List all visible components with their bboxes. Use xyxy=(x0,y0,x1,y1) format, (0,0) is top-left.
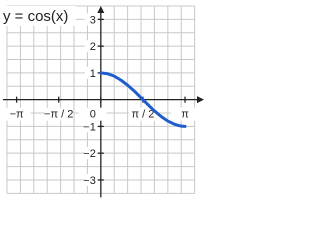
tick-label-background xyxy=(84,13,97,26)
x-tick-label: π / 2 xyxy=(131,109,154,121)
title-background xyxy=(0,6,76,26)
tick-label-background xyxy=(84,40,97,53)
chart-title: y = cos(x) xyxy=(3,8,68,25)
tick-label-background xyxy=(44,107,73,121)
tick-label-background xyxy=(84,173,97,186)
y-tick-label: −2 xyxy=(83,148,96,160)
x-tick-label: −π xyxy=(10,109,24,121)
y-tick-label: 3 xyxy=(90,14,96,26)
tick-label-background xyxy=(2,107,31,121)
y-tick-label: 1 xyxy=(90,68,96,80)
tick-label-background xyxy=(84,66,97,79)
x-axis-arrow xyxy=(197,96,204,104)
x-tick-label: −π / 2 xyxy=(44,109,73,121)
y-axis-arrow xyxy=(97,6,105,13)
x-tick-label: 0 xyxy=(90,109,96,121)
y-tick-label: 2 xyxy=(90,41,96,53)
x-tick-label: π xyxy=(181,109,189,121)
tick-label-background xyxy=(78,107,107,121)
tick-label-background xyxy=(171,107,200,121)
y-tick-label: −1 xyxy=(83,121,96,133)
y-tick-label: −3 xyxy=(83,175,96,187)
chart: −π −π / 2 0 π / 2 π 3 2 1 −1 −2 −3 y = cos(x) xyxy=(0,5,204,198)
tick-label-background xyxy=(84,120,97,133)
line xyxy=(99,71,187,128)
tick-label-background xyxy=(128,107,157,121)
tick-label-background xyxy=(84,147,97,160)
